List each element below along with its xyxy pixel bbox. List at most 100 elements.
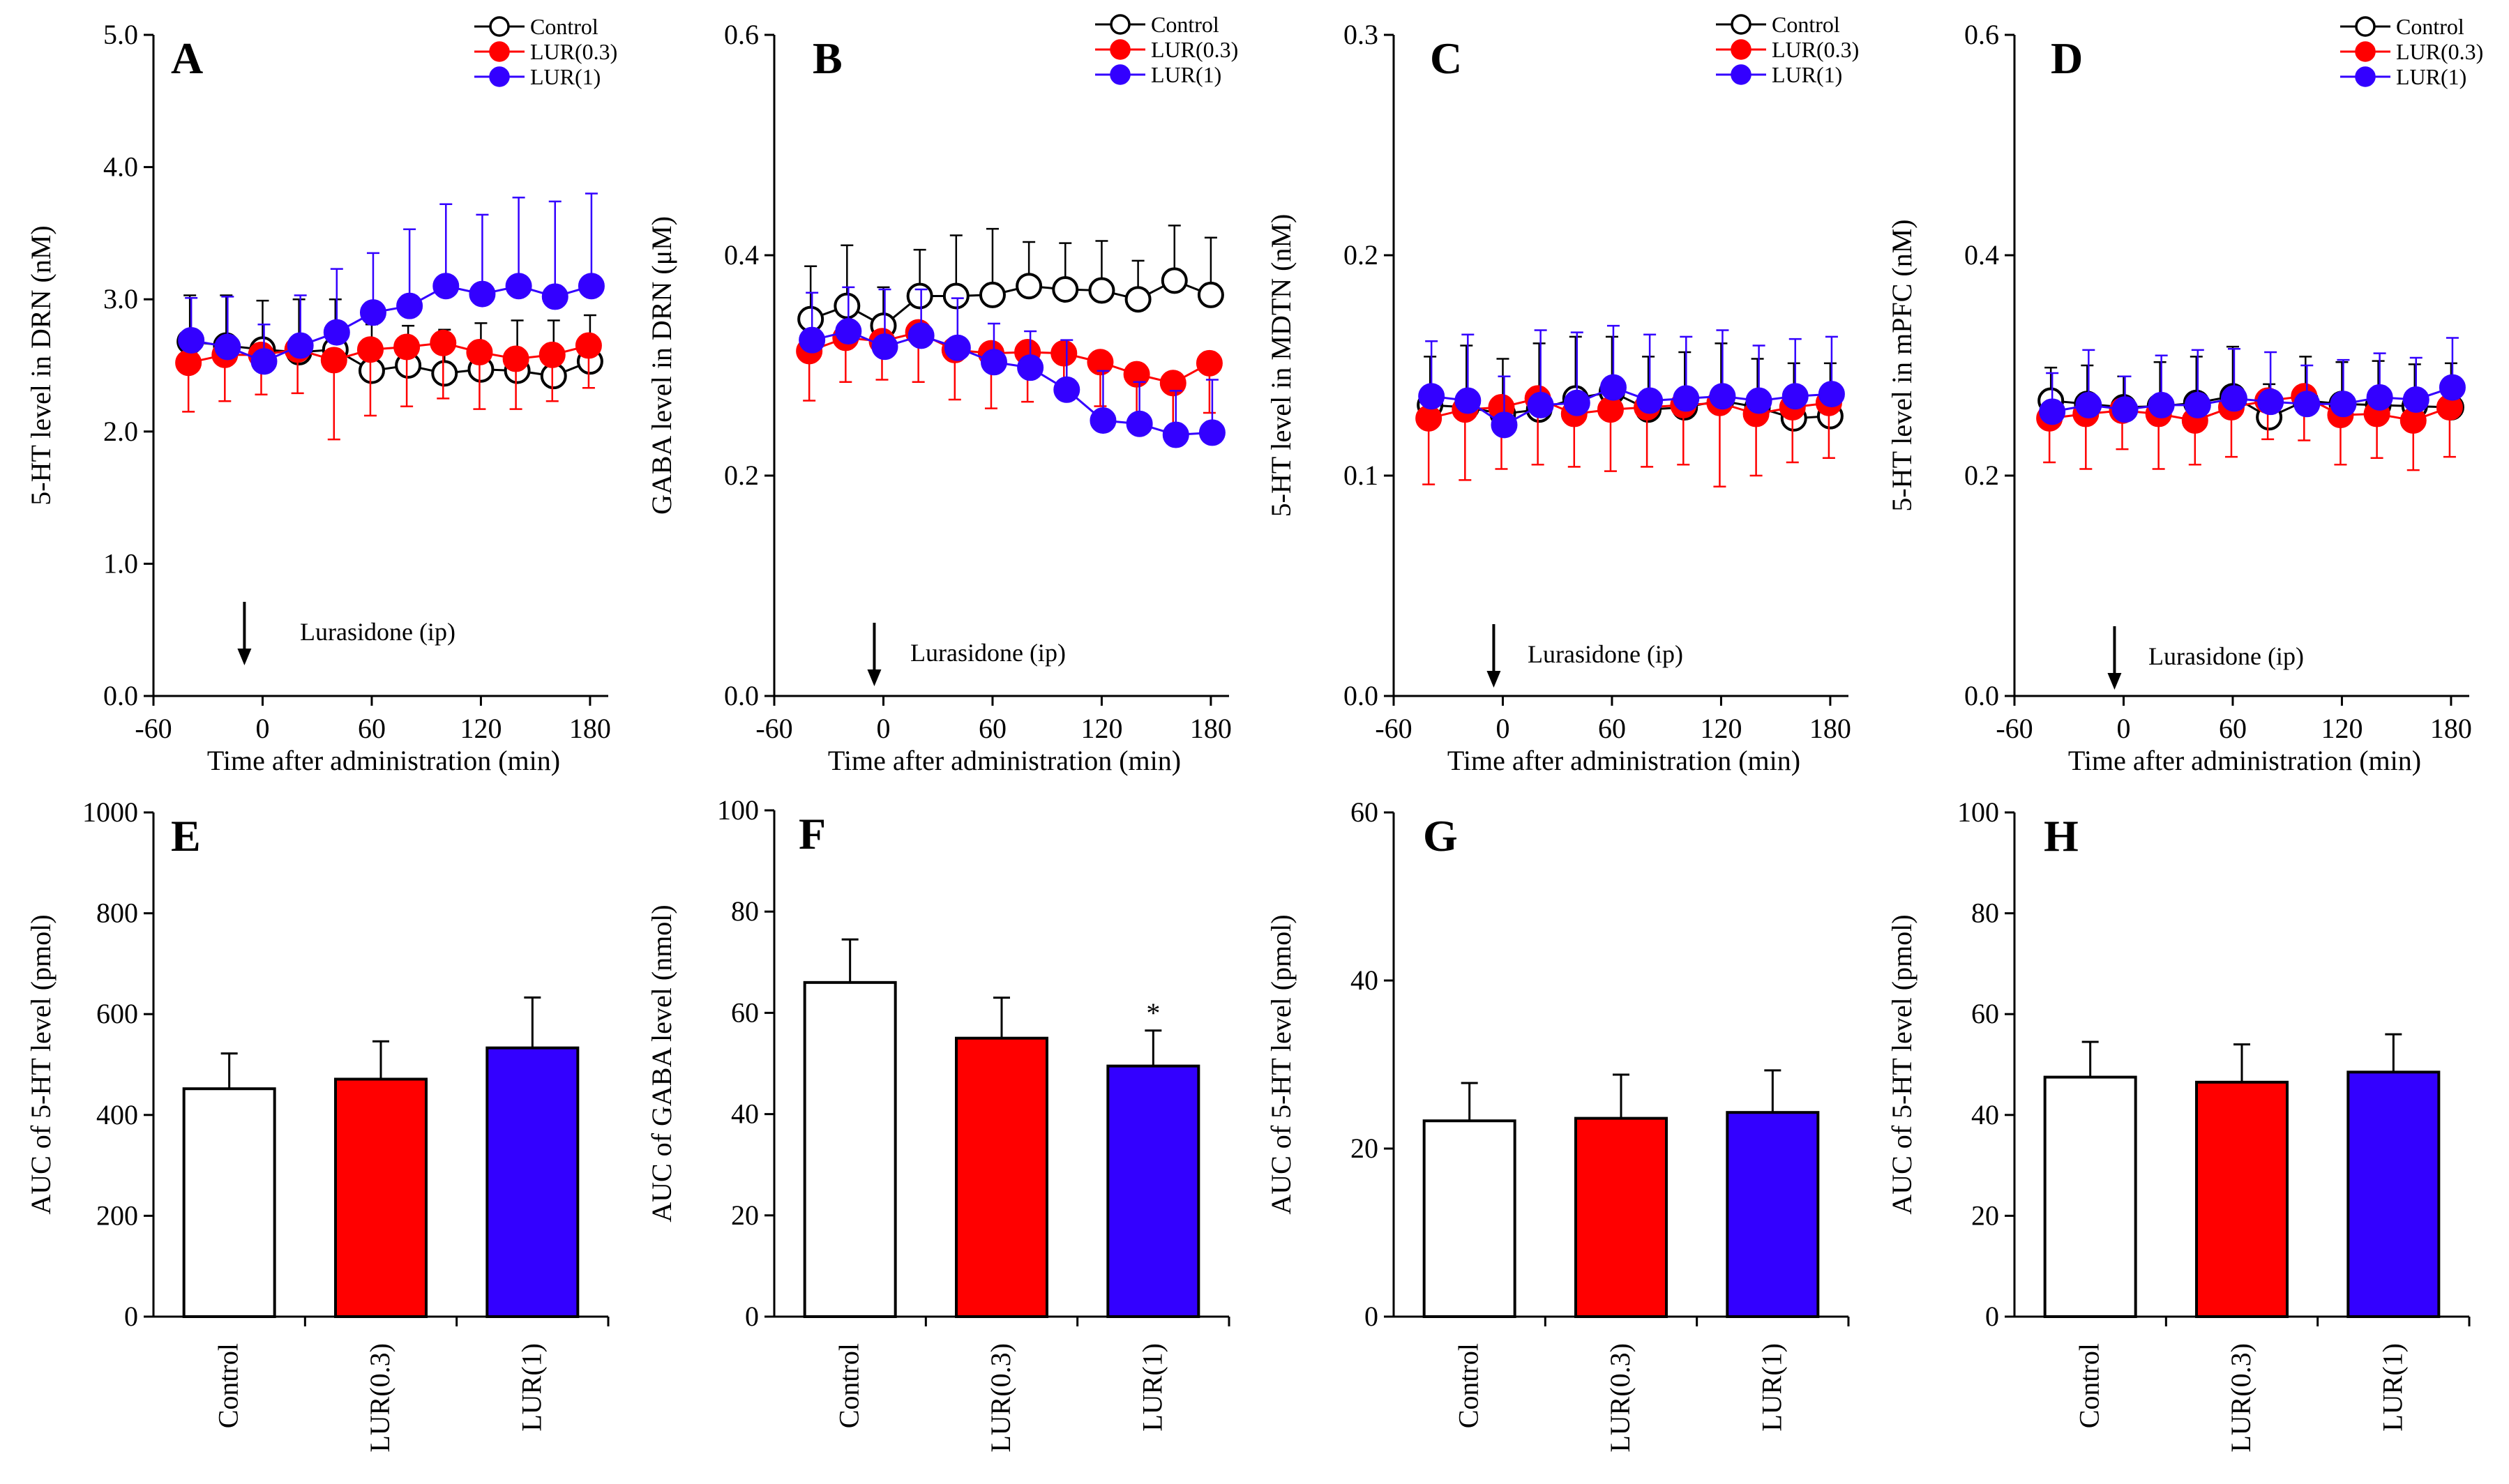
data-point bbox=[1017, 354, 1044, 381]
data-point bbox=[1745, 387, 1772, 414]
data-point bbox=[1162, 421, 1189, 448]
series-control bbox=[1417, 335, 1844, 432]
data-point bbox=[2111, 396, 2139, 423]
down-arrow-icon bbox=[1486, 671, 1501, 688]
down-arrow-icon bbox=[2107, 673, 2122, 690]
x-tick-label: -60 bbox=[1375, 713, 1412, 744]
y-tick-label: 0.3 bbox=[1343, 19, 1378, 50]
chart-panel-d: 0.0 0.2 0.4 0.6 -60 0 60 120 180 Time after admin… bbox=[1886, 14, 2483, 776]
series-lur03 bbox=[796, 319, 1223, 434]
series-control bbox=[2037, 345, 2464, 431]
panel-letter: D bbox=[2051, 33, 2083, 83]
data-point bbox=[323, 319, 350, 346]
panel-letter: H bbox=[2044, 811, 2079, 861]
data-point bbox=[578, 273, 605, 300]
data-point bbox=[1126, 410, 1153, 437]
data-point bbox=[1415, 404, 1442, 432]
data-point bbox=[2330, 391, 2357, 418]
chart-panel-h: 0 20 40 60 80 100 AUC of 5-HT level (pmol) H Con… bbox=[1886, 796, 2471, 1453]
legend-marker bbox=[1110, 14, 1131, 35]
data-point bbox=[175, 349, 202, 377]
y-axis-label: 5-HT level in mPFC (nM) bbox=[1886, 219, 1917, 511]
data-point bbox=[1781, 383, 1809, 410]
data-point bbox=[1709, 383, 1736, 410]
bar-lur1 bbox=[1726, 1111, 1820, 1319]
chart-panel-c: 0.0 0.1 0.2 0.3 -60 0 60 120 180 Time after admin… bbox=[1265, 12, 1859, 776]
x-tick-label: 180 bbox=[2430, 713, 2472, 744]
y-tick-label: 4.0 bbox=[103, 151, 138, 183]
y-tick-label: 0.6 bbox=[724, 19, 759, 50]
x-tick-label: 120 bbox=[1700, 713, 1742, 744]
data-point bbox=[1090, 407, 1117, 434]
data-point bbox=[871, 333, 898, 361]
panel-letter: C bbox=[1430, 33, 1462, 83]
y-tick-label: 0 bbox=[1364, 1301, 1378, 1332]
legend-marker bbox=[1731, 39, 1751, 60]
category-label: LUR(1) bbox=[515, 1343, 547, 1432]
data-point bbox=[834, 292, 861, 319]
category-label: Control bbox=[1453, 1343, 1484, 1428]
bar-lur03 bbox=[334, 1077, 428, 1319]
data-point bbox=[906, 282, 933, 310]
category-label: LUR(0.3) bbox=[985, 1343, 1016, 1453]
y-tick-label: 200 bbox=[96, 1199, 138, 1231]
y-tick-label: 0.0 bbox=[724, 680, 759, 711]
y-axis-label: 5-HT level in MDTN (nM) bbox=[1265, 214, 1297, 517]
data-point bbox=[1563, 389, 1590, 416]
data-point bbox=[1050, 340, 1078, 367]
y-tick-label: 40 bbox=[1350, 964, 1378, 996]
data-point bbox=[979, 281, 1006, 308]
significance-mark: * bbox=[1146, 997, 1160, 1029]
data-point bbox=[2148, 391, 2175, 418]
y-tick-label: 80 bbox=[1971, 898, 1999, 929]
x-axis-label: Time after administration (min) bbox=[828, 745, 1181, 776]
y-tick-label: 20 bbox=[1971, 1199, 1999, 1231]
x-axis-label: Time after administration (min) bbox=[1447, 745, 1800, 776]
legend-label: Control bbox=[2396, 14, 2464, 39]
legend-label: Control bbox=[1772, 12, 1840, 37]
data-point bbox=[393, 333, 421, 361]
data-point bbox=[2184, 391, 2211, 418]
annotation-text: Lurasidone (ip) bbox=[300, 618, 455, 646]
y-tick-label: 400 bbox=[96, 1099, 138, 1130]
legend-marker bbox=[1731, 64, 1751, 85]
series-control bbox=[797, 225, 1224, 340]
y-tick-label: 60 bbox=[1350, 796, 1378, 828]
chart-panel-a: 0.0 1.0 2.0 3.0 4.0 5.0 -60 0 60 120 180 Time after… bbox=[25, 14, 617, 776]
category-label: LUR(0.3) bbox=[2225, 1343, 2256, 1453]
legend-label: LUR(1) bbox=[1772, 62, 1842, 87]
x-tick-label: 180 bbox=[1809, 713, 1851, 744]
data-point bbox=[1673, 385, 1700, 412]
y-tick-label: 0.2 bbox=[1964, 460, 1999, 491]
data-point bbox=[396, 292, 423, 319]
y-tick-label: 40 bbox=[731, 1098, 759, 1130]
annotation-text: Lurasidone (ip) bbox=[2148, 642, 2304, 670]
series-line bbox=[810, 279, 1212, 327]
category-label: LUR(1) bbox=[1136, 1343, 1168, 1432]
data-point bbox=[1527, 391, 1554, 418]
bar-control bbox=[2043, 1075, 2137, 1318]
data-point bbox=[1161, 267, 1188, 294]
y-tick-label: 3.0 bbox=[103, 283, 138, 315]
x-tick-label: 180 bbox=[569, 713, 611, 744]
panel-letter: G bbox=[1423, 811, 1458, 861]
data-point bbox=[1159, 370, 1186, 397]
legend-label: LUR(0.3) bbox=[1772, 37, 1859, 62]
data-point bbox=[907, 322, 935, 349]
down-arrow-icon bbox=[867, 669, 882, 686]
panel-letter: F bbox=[799, 809, 826, 858]
data-point bbox=[2402, 386, 2429, 413]
y-tick-label: 5.0 bbox=[103, 19, 138, 50]
y-tick-label: 80 bbox=[731, 895, 759, 927]
legend-label: LUR(0.3) bbox=[2396, 39, 2483, 64]
legend-label: LUR(0.3) bbox=[1151, 37, 1238, 62]
data-point bbox=[1198, 419, 1226, 446]
data-point bbox=[356, 336, 384, 363]
data-point bbox=[466, 339, 493, 366]
data-point bbox=[502, 345, 529, 372]
data-point bbox=[1088, 277, 1115, 304]
legend-marker bbox=[2355, 41, 2376, 62]
y-axis-label: AUC of GABA level (nmol) bbox=[646, 904, 677, 1222]
panel-letter: A bbox=[171, 33, 203, 83]
